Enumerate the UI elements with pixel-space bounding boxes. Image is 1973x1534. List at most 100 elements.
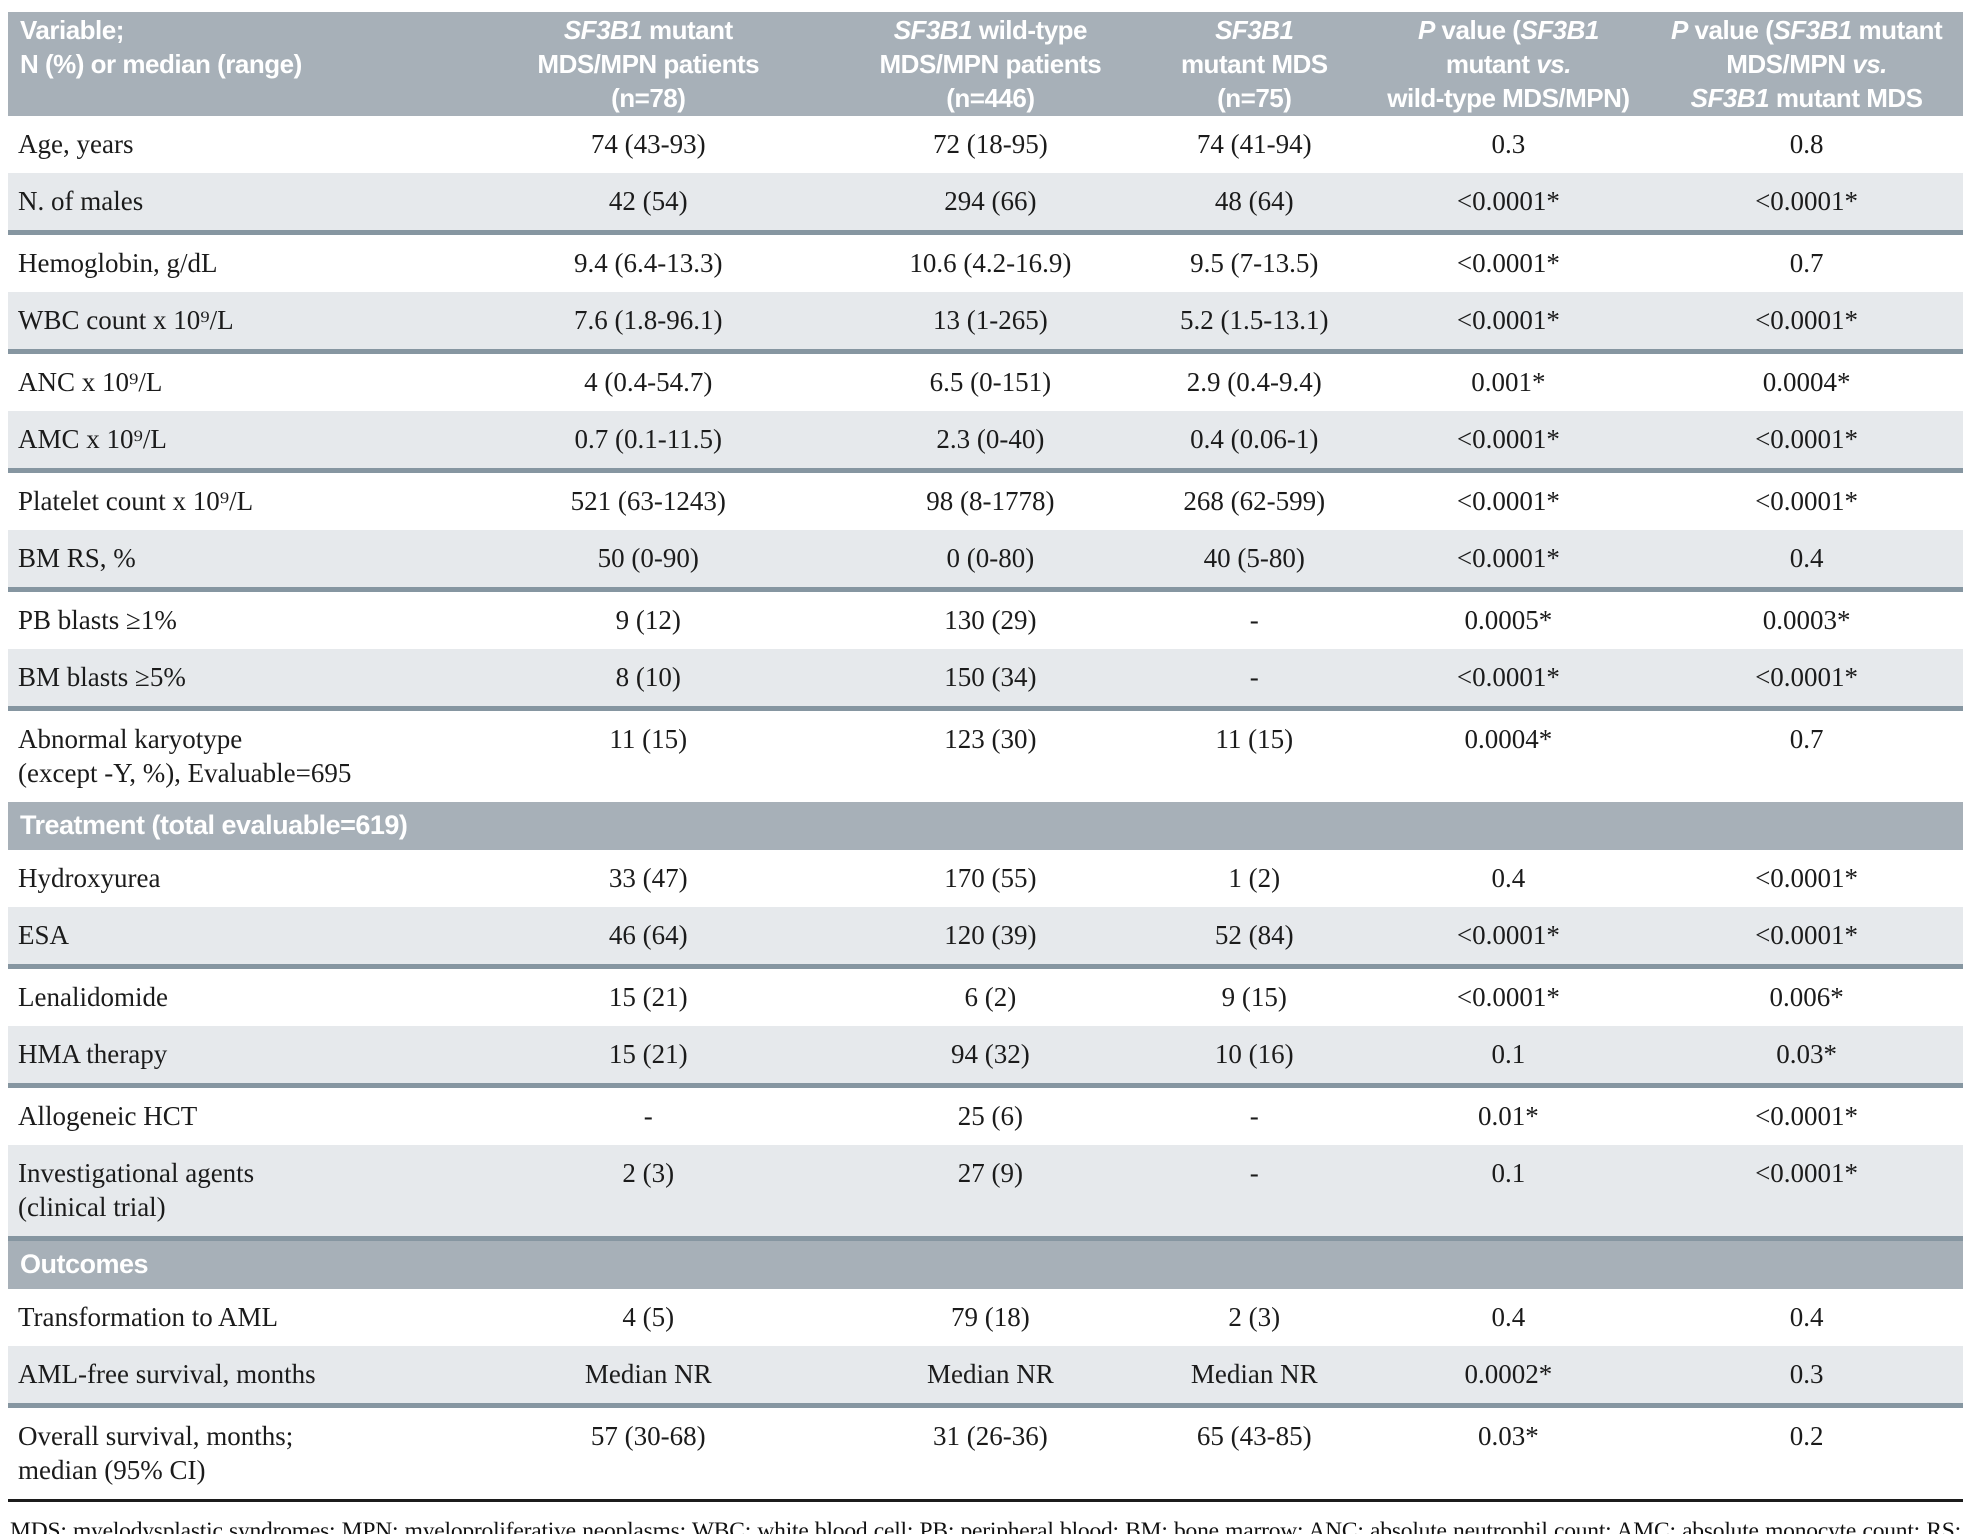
cell-value: <0.0001* xyxy=(1650,1145,1963,1241)
table-row: N. of males 42 (54) 294 (66) 48 (64) <0.0001… xyxy=(8,173,1963,235)
row-label: Allogeneic HCT xyxy=(8,1085,458,1145)
cell-value: <0.0001* xyxy=(1650,173,1963,235)
cell-value: 0.1 xyxy=(1366,1026,1651,1088)
table-footnote: MDS: myelodysplastic syndromes; MPN: mye… xyxy=(10,1518,1961,1534)
cell-value: - xyxy=(1141,1145,1367,1241)
cell-value: 7.6 (1.8-96.1) xyxy=(457,292,839,354)
cell-value: 25 (6) xyxy=(838,1085,1142,1145)
cell-value: 2.9 (0.4-9.4) xyxy=(1141,351,1367,411)
cell-value: 0.0004* xyxy=(1650,351,1963,411)
cell-value: 0.01* xyxy=(1366,1085,1651,1145)
cell-value: 0.4 xyxy=(1366,850,1651,907)
italic-text: vs. xyxy=(1852,49,1887,79)
cell-value: <0.0001* xyxy=(1650,292,1963,354)
cell-value: 0.7 xyxy=(1650,708,1963,802)
cell-value: 2.3 (0-40) xyxy=(838,411,1142,473)
cell-value: <0.0001* xyxy=(1650,907,1963,969)
row-label: Investigational agents (clinical trial) xyxy=(8,1145,458,1241)
cell-value: 0.3 xyxy=(1650,1346,1963,1408)
italic-text: P xyxy=(1417,15,1435,45)
table-row: WBC count x 10⁹/L 7.6 (1.8-96.1) 13 (1-265… xyxy=(8,292,1963,354)
row-label: Overall survival, months; median (95% CI) xyxy=(8,1405,458,1501)
cell-value: 294 (66) xyxy=(838,173,1142,235)
cell-value: 10 (16) xyxy=(1141,1026,1367,1088)
cell-value: 4 (5) xyxy=(457,1289,839,1346)
cell-value: <0.0001* xyxy=(1650,411,1963,473)
cell-value: 130 (29) xyxy=(838,589,1142,649)
text: mutant xyxy=(1851,15,1943,45)
text: mutant MDS xyxy=(1769,83,1923,113)
column-header-sf3b1-mutant-mds: SF3B1 mutant MDS (n=75) xyxy=(1141,12,1367,116)
table-row: BM RS, % 50 (0-90) 0 (0-80) 40 (5-80) <0.000… xyxy=(8,530,1963,592)
cell-value: 98 (8-1778) xyxy=(838,470,1142,530)
cell-value: <0.0001* xyxy=(1366,530,1651,592)
cell-value: 2 (3) xyxy=(1141,1289,1367,1346)
cell-value: 0 (0-80) xyxy=(838,530,1142,592)
cell-value: 11 (15) xyxy=(457,708,839,802)
text: Variable; xyxy=(20,15,124,45)
column-header-p-value-mds-mpn-vs-mds: P value (SF3B1 mutant MDS/MPN vs. SF3B1 mu… xyxy=(1650,12,1963,116)
table-row: Transformation to AML 4 (5) 79 (18) 2 (3) 0.… xyxy=(8,1289,1963,1346)
table-row: BM blasts ≥5% 8 (10) 150 (34) - <0.0001* <0.0… xyxy=(8,649,1963,711)
table-row: Hemoglobin, g/dL 9.4 (6.4-13.3) 10.6 (4.2-… xyxy=(8,232,1963,292)
cell-value: - xyxy=(1141,649,1367,711)
text: value ( xyxy=(1687,15,1774,45)
row-label: Platelet count x 10⁹/L xyxy=(8,470,458,530)
clinical-table: Variable; N (%) or median (range) SF3B1 m… xyxy=(8,12,1963,1502)
cell-value: 0.03* xyxy=(1650,1026,1963,1088)
header-row: Variable; N (%) or median (range) SF3B1 m… xyxy=(8,12,1963,116)
cell-value: 0.03* xyxy=(1366,1405,1651,1501)
cell-value: 50 (0-90) xyxy=(457,530,839,592)
row-label: Transformation to AML xyxy=(8,1289,458,1346)
cell-value: 0.0002* xyxy=(1366,1346,1651,1408)
table-row: Abnormal karyotype (except -Y, %), Evalua… xyxy=(8,708,1963,802)
cell-value: Median NR xyxy=(457,1346,839,1408)
text: mutant MDS xyxy=(1180,49,1328,79)
cell-value: - xyxy=(1141,1085,1367,1145)
italic-text: SF3B1 xyxy=(1520,15,1599,45)
text: wild-type MDS/MPN) xyxy=(1387,83,1630,113)
cell-value: <0.0001* xyxy=(1650,1085,1963,1145)
row-label: ANC x 10⁹/L xyxy=(8,351,458,411)
table-row: Allogeneic HCT -25 (6) -0.01* <0.0001* xyxy=(8,1085,1963,1145)
cell-value: <0.0001* xyxy=(1650,649,1963,711)
italic-text: SF3B1 xyxy=(563,15,643,45)
cell-value: 521 (63-1243) xyxy=(457,470,839,530)
text: mutant xyxy=(1445,49,1537,79)
column-header-p-value-mutant-vs-wild-type: P value (SF3B1 mutant vs. wild-type MDS/MP… xyxy=(1366,12,1651,116)
section-band: Outcomes xyxy=(8,1238,1963,1289)
italic-text: SF3B1 xyxy=(1773,15,1852,45)
row-label: Lenalidomide xyxy=(8,966,458,1026)
cell-value: <0.0001* xyxy=(1650,850,1963,907)
row-label: N. of males xyxy=(8,173,458,235)
cell-value: 0.8 xyxy=(1650,116,1963,173)
italic-text: P xyxy=(1670,15,1688,45)
table-row: AMC x 10⁹/L 0.7 (0.1-11.5) 2.3 (0-40) 0.4 (… xyxy=(8,411,1963,473)
cell-value: 0.0005* xyxy=(1366,589,1651,649)
column-header-sf3b1-mutant-mds-mpn: SF3B1 mutant MDS/MPN patients (n=78) xyxy=(457,12,839,116)
text: (n=75) xyxy=(1217,83,1292,113)
cell-value: 123 (30) xyxy=(838,708,1142,802)
row-label: Hemoglobin, g/dL xyxy=(8,232,458,292)
cell-value: 15 (21) xyxy=(457,1026,839,1088)
cell-value: 1 (2) xyxy=(1141,850,1367,907)
cell-value: 52 (84) xyxy=(1141,907,1367,969)
cell-value: Median NR xyxy=(838,1346,1142,1408)
text: value ( xyxy=(1434,15,1521,45)
cell-value: 0.0003* xyxy=(1650,589,1963,649)
table-row: ESA 46 (64) 120 (39) 52 (84) <0.0001* <0.0001… xyxy=(8,907,1963,969)
table-row: Lenalidomide 15 (21) 6 (2) 9 (15) <0.0001* 0.… xyxy=(8,966,1963,1026)
table-row: AML-free survival, months Median NR Median… xyxy=(8,1346,1963,1408)
cell-value: 79 (18) xyxy=(838,1289,1142,1346)
row-label: BM RS, % xyxy=(8,530,458,592)
cell-value: 0.001* xyxy=(1366,351,1651,411)
column-header-sf3b1-wild-type-mds-mpn: SF3B1 wild-type MDS/MPN patients (n=446) xyxy=(838,12,1142,116)
text: (n=78) xyxy=(611,83,686,113)
cell-value: 31 (26-36) xyxy=(838,1405,1142,1501)
cell-value: 15 (21) xyxy=(457,966,839,1026)
cell-value: 268 (62-599) xyxy=(1141,470,1367,530)
italic-text: SF3B1 xyxy=(1215,15,1294,45)
cell-value: 9.4 (6.4-13.3) xyxy=(457,232,839,292)
text: MDS/MPN patients xyxy=(537,49,760,79)
